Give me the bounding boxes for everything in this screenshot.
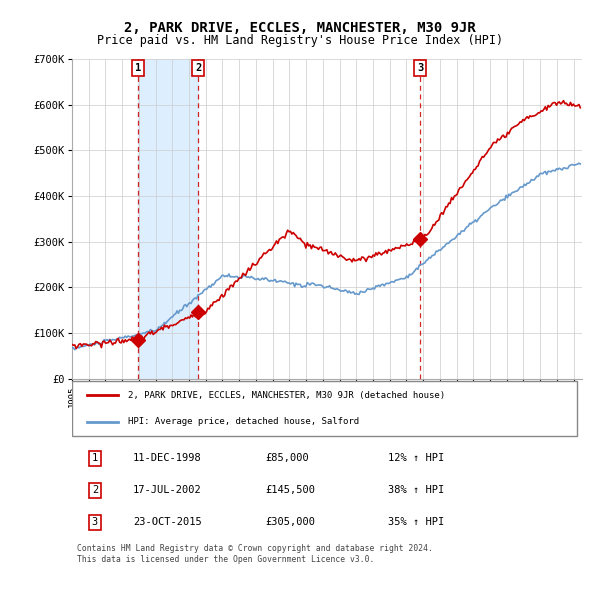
Text: 2: 2: [92, 486, 98, 496]
Text: 1: 1: [135, 63, 141, 73]
Text: £305,000: £305,000: [266, 517, 316, 527]
Bar: [138, 59, 198, 379]
Text: 35% ↑ HPI: 35% ↑ HPI: [388, 517, 445, 527]
Text: HPI: Average price, detached house, Salford: HPI: Average price, detached house, Salf…: [128, 417, 359, 426]
Text: 12% ↑ HPI: 12% ↑ HPI: [388, 453, 445, 463]
FancyBboxPatch shape: [72, 381, 577, 436]
Text: 1: 1: [92, 453, 98, 463]
Text: £145,500: £145,500: [266, 486, 316, 496]
Text: 38% ↑ HPI: 38% ↑ HPI: [388, 486, 445, 496]
Text: 23-OCT-2015: 23-OCT-2015: [133, 517, 202, 527]
Text: 11-DEC-1998: 11-DEC-1998: [133, 453, 202, 463]
Text: 3: 3: [92, 517, 98, 527]
Text: 3: 3: [417, 63, 423, 73]
Text: 2, PARK DRIVE, ECCLES, MANCHESTER, M30 9JR (detached house): 2, PARK DRIVE, ECCLES, MANCHESTER, M30 9…: [128, 391, 445, 400]
Text: 17-JUL-2002: 17-JUL-2002: [133, 486, 202, 496]
Text: 2, PARK DRIVE, ECCLES, MANCHESTER, M30 9JR: 2, PARK DRIVE, ECCLES, MANCHESTER, M30 9…: [124, 21, 476, 35]
Text: 2: 2: [195, 63, 201, 73]
Text: Contains HM Land Registry data © Crown copyright and database right 2024.
This d: Contains HM Land Registry data © Crown c…: [77, 544, 433, 563]
Text: £85,000: £85,000: [266, 453, 310, 463]
Text: Price paid vs. HM Land Registry's House Price Index (HPI): Price paid vs. HM Land Registry's House …: [97, 34, 503, 47]
